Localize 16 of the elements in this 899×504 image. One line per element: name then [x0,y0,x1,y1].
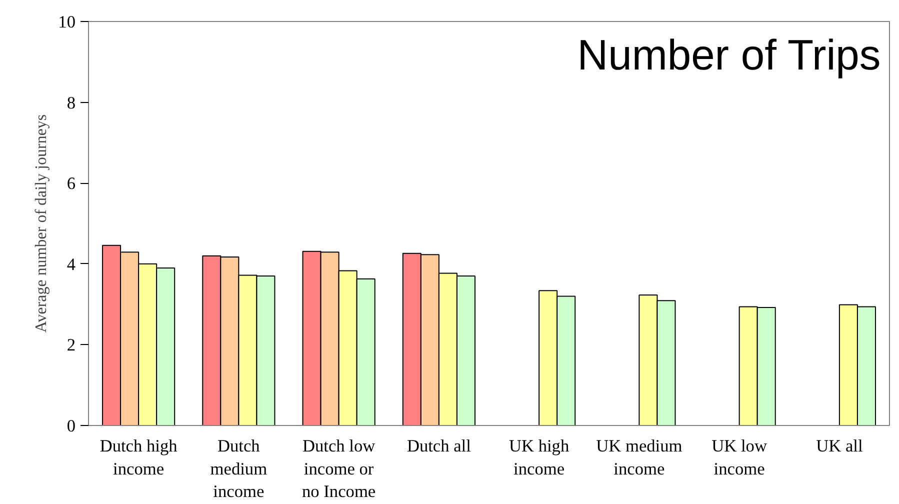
y-tick-label: 6 [66,174,76,194]
x-tick-label: Dutch high income [100,436,178,478]
x-tick-label: UK medium income [596,436,683,478]
x-tick-label: UK high income [508,436,570,478]
x-tick-label: UK low income [712,436,768,478]
y-tick-label: 0 [66,416,76,436]
y-tick-label: 2 [66,336,76,355]
x-tick-label: Dutch medium income [210,436,268,502]
chart-title: Number of Trips [577,32,881,80]
y-tick-label: 10 [58,12,76,32]
x-tick-label: UK all [816,436,863,456]
y-tick-label: 4 [66,254,76,274]
x-tick-label: Dutch low income or no Income [302,436,376,502]
y-tick-label: 8 [66,93,76,112]
y-axis-title: Average number of daily journeys [33,114,50,333]
x-tick-label: Dutch all [406,436,472,456]
